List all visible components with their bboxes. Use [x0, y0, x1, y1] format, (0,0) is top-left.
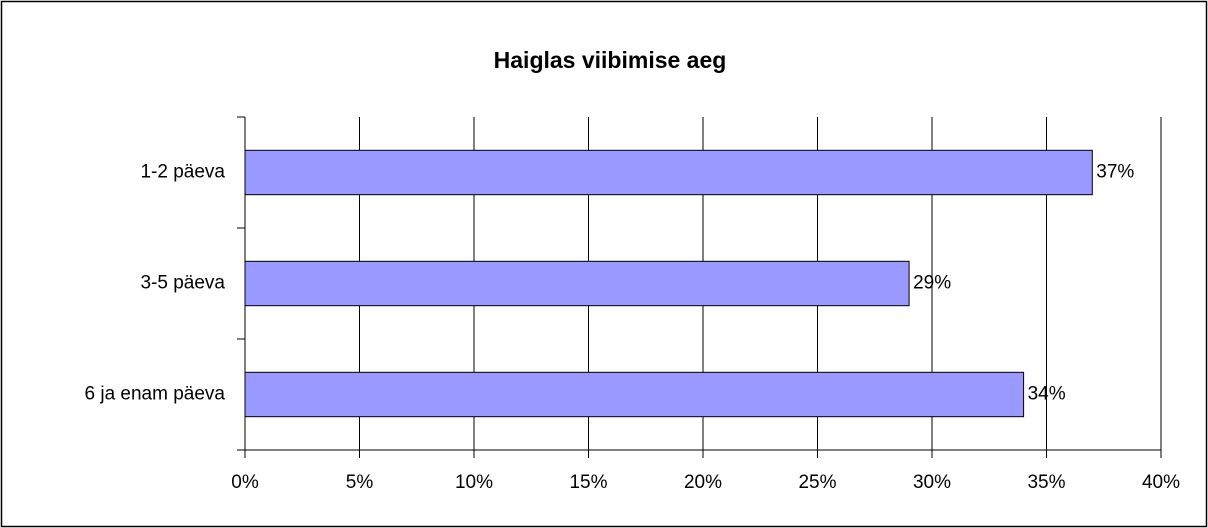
x-tick-label: 15%	[569, 472, 607, 493]
bar	[244, 371, 1025, 418]
bar	[244, 149, 1093, 196]
x-tick-label: 40%	[1142, 472, 1180, 493]
x-tick-label: 25%	[798, 472, 836, 493]
x-tick-label: 20%	[684, 472, 722, 493]
x-tick-label: 10%	[455, 472, 493, 493]
data-label: 37%	[1096, 162, 1134, 183]
data-label: 34%	[1028, 384, 1066, 405]
y-tick-label: 3-5 päeva	[140, 273, 225, 294]
x-tick-label: 0%	[231, 472, 259, 493]
x-tick-label: 5%	[346, 472, 374, 493]
x-tick-label: 30%	[913, 472, 951, 493]
y-tick-label: 1-2 päeva	[140, 162, 225, 183]
x-tick-label: 35%	[1027, 472, 1065, 493]
bar	[244, 260, 910, 307]
data-label: 29%	[913, 273, 951, 294]
chart-title: Haiglas viibimise aeg	[494, 47, 727, 73]
y-tick-label: 6 ja enam päeva	[85, 384, 226, 405]
